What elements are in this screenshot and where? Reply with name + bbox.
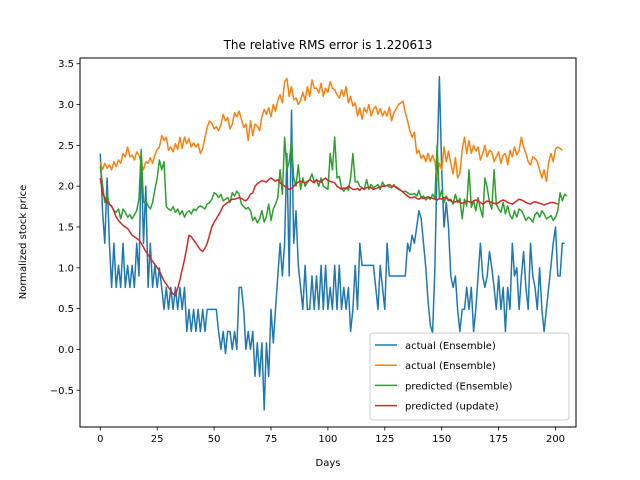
x-tick-label: 175 — [489, 434, 508, 445]
y-tick-label: 3.5 — [58, 59, 74, 70]
legend-label: actual (Ensemble) — [405, 361, 496, 372]
x-tick-label: 125 — [375, 434, 394, 445]
x-tick-label: 0 — [97, 434, 103, 445]
legend: actual (Ensemble) actual (Ensemble) predic… — [369, 332, 570, 421]
y-axis: −0.5 0.0 0.5 1.0 1.5 2.0 2.5 3.0 3.5 — [50, 59, 80, 397]
y-axis-label: Normalized stock price — [18, 185, 29, 300]
y-tick-label: 2.5 — [58, 141, 74, 152]
y-tick-label: 1.5 — [58, 222, 74, 233]
legend-label: actual (Ensemble) — [405, 341, 496, 352]
x-tick-label: 50 — [208, 434, 221, 445]
y-tick-label: 1.0 — [58, 263, 74, 274]
y-tick-label: 0.0 — [58, 345, 74, 356]
series-line-1 — [99, 77, 563, 183]
series-line-2 — [99, 136, 568, 224]
y-tick-label: 3.0 — [58, 100, 74, 111]
series-line-3 — [99, 177, 559, 297]
legend-label: predicted (update) — [405, 402, 499, 413]
series-line-0 — [99, 76, 565, 411]
x-axis: 0 25 50 75 100 125 150 175 200 — [97, 427, 565, 445]
legend-label: predicted (Ensemble) — [405, 381, 513, 392]
x-tick-label: 25 — [151, 434, 164, 445]
y-tick-label: 0.5 — [58, 304, 74, 315]
y-tick-label: 2.0 — [58, 182, 74, 193]
x-tick-label: 75 — [265, 434, 278, 445]
y-tick-label: −0.5 — [50, 386, 74, 397]
plot-lines — [99, 76, 568, 411]
x-tick-label: 100 — [318, 434, 337, 445]
chart-title: The relative RMS error is 1.220613 — [223, 38, 433, 52]
x-tick-label: 200 — [546, 434, 565, 445]
legend-box — [369, 332, 570, 421]
x-axis-label: Days — [316, 458, 341, 469]
x-tick-label: 150 — [432, 434, 451, 445]
